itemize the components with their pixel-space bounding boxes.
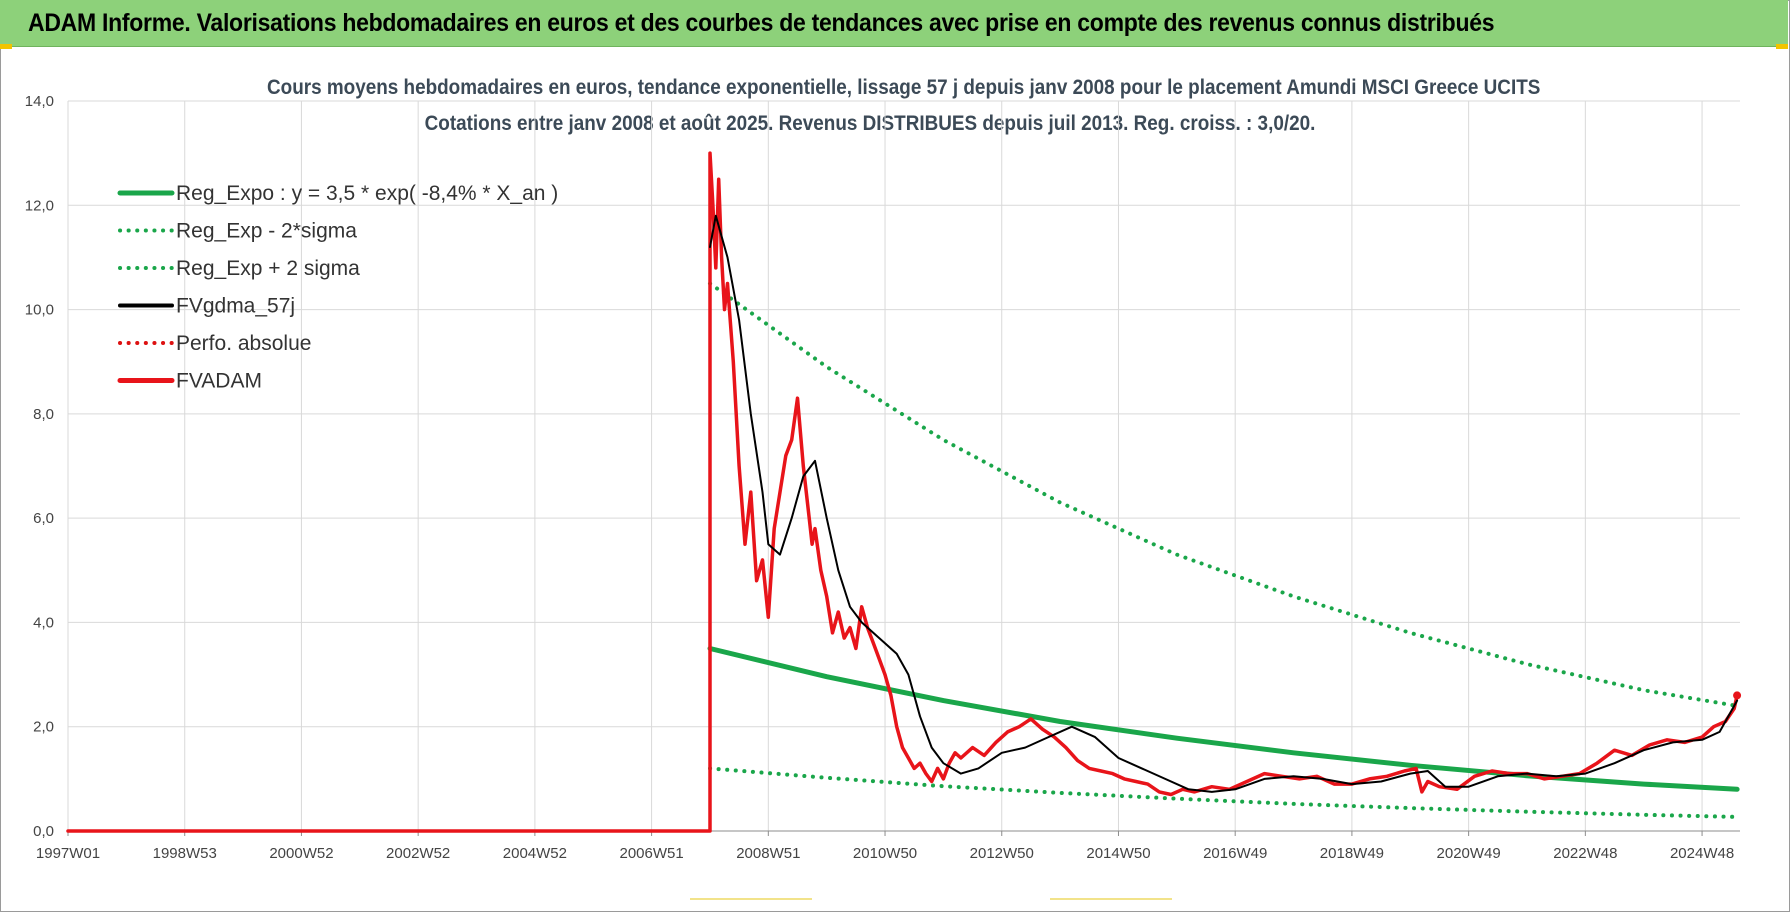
- legend-label: Perfo. absolue: [176, 332, 311, 355]
- series-line-0: [707, 646, 1740, 792]
- y-tick-label: 8,0: [33, 406, 54, 423]
- y-tick-label: 0,0: [33, 823, 54, 840]
- x-tick-label: 2020W49: [1437, 845, 1501, 862]
- legend-label: Reg_Expo : y = 3,5 * exp( -8,4% * X_an ): [176, 182, 558, 205]
- corner-mark-right: [1776, 44, 1788, 49]
- legend: Reg_Expo : y = 3,5 * exp( -8,4% * X_an )…: [117, 182, 558, 393]
- legend-label: Reg_Exp - 2*sigma: [176, 220, 357, 243]
- x-tick-label: 2008W51: [736, 845, 800, 862]
- x-tick-label: 2012W50: [970, 845, 1034, 862]
- x-tick-label: 2002W52: [386, 845, 450, 862]
- series-line-1: [708, 766, 1740, 819]
- x-tick-label: 1997W01: [36, 845, 100, 862]
- x-axis-ticks: 1997W01 1998W53 2000W52 2002W52 2004W52 2006W…: [36, 845, 1734, 862]
- x-tick-label: 2016W49: [1203, 845, 1267, 862]
- bottom-decoration-2: [1050, 898, 1172, 900]
- series-line-2: [708, 281, 1740, 708]
- x-tick-label: 2018W49: [1320, 845, 1384, 862]
- y-tick-label: 4,0: [33, 614, 54, 631]
- series-layer: [66, 151, 1742, 833]
- chart-subtitle: Cotations entre janv 2008 et août 2025. …: [424, 112, 1316, 135]
- series-end-marker: [1733, 691, 1742, 700]
- banner: ADAM Informe. Valorisations hebdomadaire…: [0, 0, 1788, 47]
- banner-title: ADAM Informe. Valorisations hebdomadaire…: [28, 9, 1495, 37]
- y-tick-label: 10,0: [25, 302, 54, 319]
- x-tick-label: 2024W48: [1670, 845, 1734, 862]
- x-tick-label: 1998W53: [153, 845, 217, 862]
- y-tick-label: 2,0: [33, 719, 54, 736]
- corner-mark-left: [0, 44, 12, 49]
- grid: [67, 100, 1740, 836]
- legend-label: FVgdma_57j: [176, 295, 295, 318]
- x-tick-label: 2000W52: [269, 845, 333, 862]
- chart-title: Cours moyens hebdomadaires en euros, ten…: [267, 76, 1541, 99]
- legend-label: FVADAM: [176, 370, 262, 393]
- legend-label: Reg_Exp + 2 sigma: [176, 257, 360, 280]
- x-tick-label: 2014W50: [1086, 845, 1150, 862]
- y-tick-label: 12,0: [25, 197, 54, 214]
- x-tick-label: 2006W51: [619, 845, 683, 862]
- series-line-3: [709, 214, 1739, 793]
- y-tick-label: 14,0: [25, 93, 54, 110]
- bottom-decoration-1: [690, 898, 812, 900]
- x-tick-label: 2004W52: [503, 845, 567, 862]
- x-tick-label: 2022W48: [1553, 845, 1617, 862]
- y-tick-label: 6,0: [33, 510, 54, 527]
- y-axis-ticks: 0,0 2,0 4,0 6,0 8,0 10,0 12,0 14,0: [25, 93, 54, 840]
- x-tick-label: 2010W50: [853, 845, 917, 862]
- series-line-5: [66, 151, 1739, 833]
